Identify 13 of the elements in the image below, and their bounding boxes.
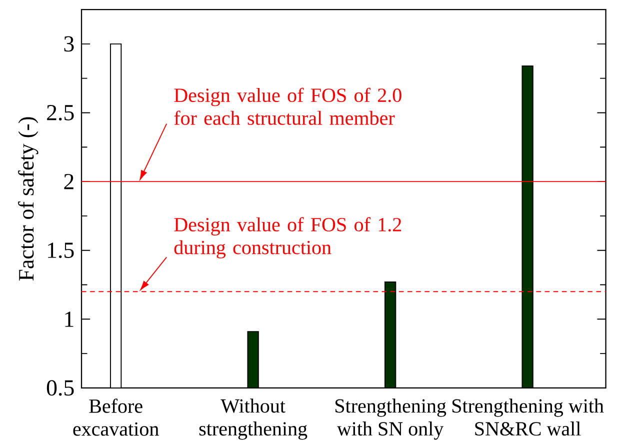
x-tick-label: Before excavation xyxy=(73,398,159,436)
ref-line-label: Design value of FOS of 1.2 during construction xyxy=(174,216,402,258)
x-tick-label: Strengthening with SN&RC wall xyxy=(452,398,604,436)
y-axis-title: Factor of safety (-) xyxy=(18,117,38,280)
y-tick-label: 2 xyxy=(64,174,74,189)
x-tick-label: Without strengthening xyxy=(199,398,308,440)
y-tick-label: 0.5 xyxy=(46,380,74,396)
y-tick-label: 1 xyxy=(65,311,74,327)
ref-line-label: Design value of FOS of 2.0 for each structural member xyxy=(174,88,402,125)
y-tick-label: 1.5 xyxy=(48,242,74,258)
y-tick-label: 2.5 xyxy=(47,104,74,120)
x-tick-label: Strengthening with SN only xyxy=(335,398,446,440)
y-tick-label: 3 xyxy=(64,36,74,52)
